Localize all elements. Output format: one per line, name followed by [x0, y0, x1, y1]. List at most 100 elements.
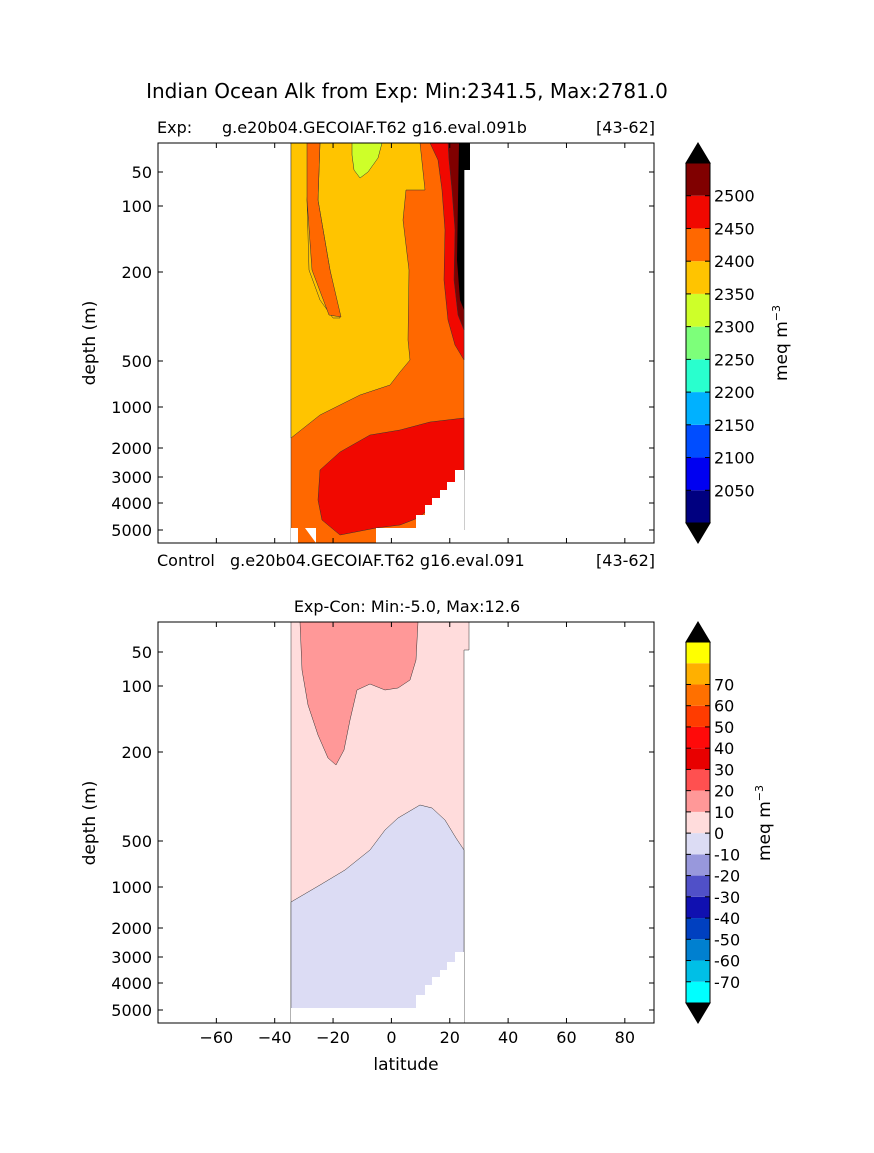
- top-bathymetry-right: [376, 470, 464, 543]
- colorbar-swatch: [686, 939, 710, 961]
- x-tick-label: 40: [498, 1028, 518, 1047]
- colorbar-tick-label: -20: [714, 867, 740, 886]
- y-tick-label: 50: [132, 163, 152, 182]
- top-contour-field: [290, 143, 470, 543]
- y-tick-label: 4000: [111, 494, 152, 513]
- top-bathymetry: [291, 528, 316, 543]
- colorbar-tick-label: 2200: [714, 383, 755, 402]
- colorbar-under-triangle: [685, 522, 711, 544]
- colorbar-frame: [685, 641, 711, 1004]
- y-tick-label: 100: [121, 197, 152, 216]
- bottom-y-axis: 50 100 200 500 1000 2000 3000 4000 5000: [111, 643, 654, 1020]
- top-panel-case-name: g.e20b04.GECOIAF.T62 g16.eval.091b: [222, 118, 527, 137]
- colorbar-swatch: [686, 359, 710, 393]
- bottom-bathymetry: [291, 952, 464, 1023]
- colorbar-swatch: [686, 195, 710, 229]
- top-y-label: depth (m): [80, 301, 100, 386]
- x-tick-label: −20: [316, 1028, 350, 1047]
- colorbar-tick-label: 2150: [714, 416, 755, 435]
- bottom-x-label: latitude: [373, 1055, 438, 1075]
- y-tick-label: 2000: [111, 439, 152, 458]
- colorbar-swatch: [686, 684, 710, 706]
- y-tick-label: 500: [121, 352, 152, 371]
- y-tick-label: 5000: [111, 521, 152, 540]
- figure-title: Indian Ocean Alk from Exp: Min:2341.5, M…: [146, 79, 668, 103]
- control-label: Control: [157, 551, 215, 570]
- y-tick-label: 3000: [111, 948, 152, 967]
- colorbar-tick-label: 60: [714, 697, 734, 716]
- y-tick-label: 500: [121, 832, 152, 851]
- colorbar-swatch: [686, 663, 710, 685]
- colorbar-tick-label: 2250: [714, 350, 755, 369]
- x-tick-label: 20: [440, 1028, 460, 1047]
- top-panel-exp-label: Exp:: [157, 118, 192, 137]
- colorbar-swatch: [686, 875, 710, 897]
- colorbar-swatch: [686, 748, 710, 770]
- colorbar-swatch: [686, 854, 710, 876]
- colorbar-tick-label: 2100: [714, 449, 755, 468]
- x-tick-label: −60: [199, 1028, 233, 1047]
- colorbar-swatch: [686, 326, 710, 360]
- y-tick-label: 200: [121, 743, 152, 762]
- colorbar-swatch: [686, 293, 710, 327]
- colorbar-tick-label: -10: [714, 845, 740, 864]
- colorbar-swatch: [686, 918, 710, 940]
- control-years: [43-62]: [596, 551, 655, 570]
- colorbar-over-triangle: [685, 142, 711, 164]
- colorbar-swatch: [686, 392, 710, 425]
- colorbar-swatch: [686, 981, 710, 1003]
- colorbar-swatch: [686, 960, 710, 982]
- colorbar-tick-label: 10: [714, 803, 734, 822]
- bottom-colorbar: -70 -60 -50 -40 -30 -20 -10 0 10 20 30 40 50 60 70: [685, 621, 740, 1024]
- colorbar-swatch: [686, 642, 710, 664]
- y-tick-label: 1000: [111, 398, 152, 417]
- colorbar-tick-label: 0: [714, 824, 724, 843]
- y-tick-label: 5000: [111, 1001, 152, 1020]
- top-region-2300-2350: [351, 143, 383, 179]
- colorbar-swatch: [686, 424, 710, 458]
- colorbar-swatch: [686, 833, 710, 855]
- control-case-name: g.e20b04.GECOIAF.T62 g16.eval.091: [230, 551, 525, 570]
- colorbar-tick-label: 70: [714, 675, 734, 694]
- colorbar-tick-label: 2350: [714, 285, 755, 304]
- bottom-region-10-20: [299, 622, 419, 766]
- colorbar-tick-label: 40: [714, 739, 734, 758]
- bottom-panel-title: Exp-Con: Min:-5.0, Max:12.6: [294, 597, 520, 616]
- colorbar-tick-label: 20: [714, 782, 734, 801]
- y-tick-label: 2000: [111, 919, 152, 938]
- colorbar-tick-label: -70: [714, 973, 740, 992]
- y-tick-label: 4000: [111, 974, 152, 993]
- colorbar-swatch: [686, 228, 710, 262]
- top-region-2350-2400-left: [306, 143, 342, 318]
- colorbar-swatch: [686, 726, 710, 749]
- colorbar-swatch: [686, 811, 710, 834]
- colorbar-tick-label: 30: [714, 760, 734, 779]
- colorbar-tick-label: 2300: [714, 318, 755, 337]
- colorbar-swatch: [686, 790, 710, 812]
- colorbar-tick-label: -50: [714, 930, 740, 949]
- y-tick-label: 1000: [111, 878, 152, 897]
- top-axes-frame: [157, 142, 655, 544]
- colorbar-tick-label: -30: [714, 888, 740, 907]
- x-tick-label: 60: [556, 1028, 576, 1047]
- colorbar-swatch: [686, 490, 710, 523]
- colorbar-under-triangle: [685, 1002, 711, 1024]
- top-y-axis: 50 100 200 500 1000 2000 3000 4000 5000: [111, 143, 654, 543]
- y-tick-label: 50: [132, 643, 152, 662]
- y-tick-label: 200: [121, 263, 152, 282]
- colorbar-tick-label: 2400: [714, 252, 755, 271]
- colorbar-tick-label: -60: [714, 952, 740, 971]
- top-panel-years: [43-62]: [596, 118, 655, 137]
- x-tick-label: 0: [386, 1028, 396, 1047]
- colorbar-swatch: [686, 261, 710, 294]
- colorbar-swatch: [686, 457, 710, 491]
- bottom-x-axis: −60 −40 −20 0 20 40 60 80: [199, 622, 635, 1047]
- colorbar-tick-label: 2050: [714, 481, 755, 500]
- colorbar-swatch: [686, 705, 710, 727]
- colorbar-tick-label: 2450: [714, 219, 755, 238]
- top-colorbar: 2050 2100 2150 2200 2250 2300 2350 2400 2450 2500: [685, 142, 755, 544]
- colorbar-tick-label: 2500: [714, 187, 755, 206]
- colorbar-tick-label: 50: [714, 718, 734, 737]
- bottom-contour-field: [290, 622, 470, 1023]
